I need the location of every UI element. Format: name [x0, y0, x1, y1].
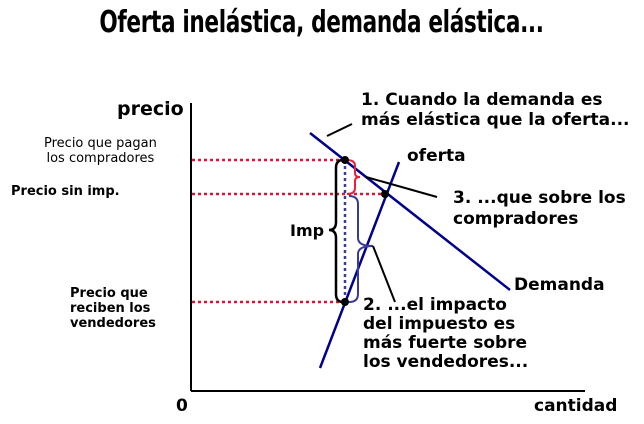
callout-1: [326, 123, 353, 137]
buyer-brace: [346, 159, 361, 195]
demand-label: Demanda: [514, 275, 605, 295]
note-2: 2. ...el impacto del impuesto es más fuert…: [363, 295, 529, 372]
callout-2: [372, 245, 396, 303]
buyer-price-point: [341, 156, 349, 164]
tax-brace: [328, 158, 344, 304]
seller-price-label: Precio que reciben los vendedores: [70, 286, 156, 331]
callout-3: [365, 176, 438, 198]
seller-price-point: [341, 298, 349, 306]
note-3: 3. ...que sobre los compradores: [453, 188, 626, 229]
diagram-title: Oferta inelástica, demanda elástica...: [99, 5, 545, 40]
buyer-price-label: Precio que pagan los compradores: [44, 136, 157, 166]
tax-label: Imp: [290, 221, 325, 240]
x-axis-label: cantidad: [534, 396, 618, 416]
origin-label: 0: [176, 396, 188, 416]
equilibrium-point: [381, 190, 389, 198]
y-axis-label: precio: [117, 98, 184, 120]
note-1: 1. Cuando la demanda es más elástica que …: [361, 90, 630, 130]
supply-label: oferta: [407, 146, 466, 166]
no-tax-price-label: Precio sin imp.: [11, 184, 120, 199]
